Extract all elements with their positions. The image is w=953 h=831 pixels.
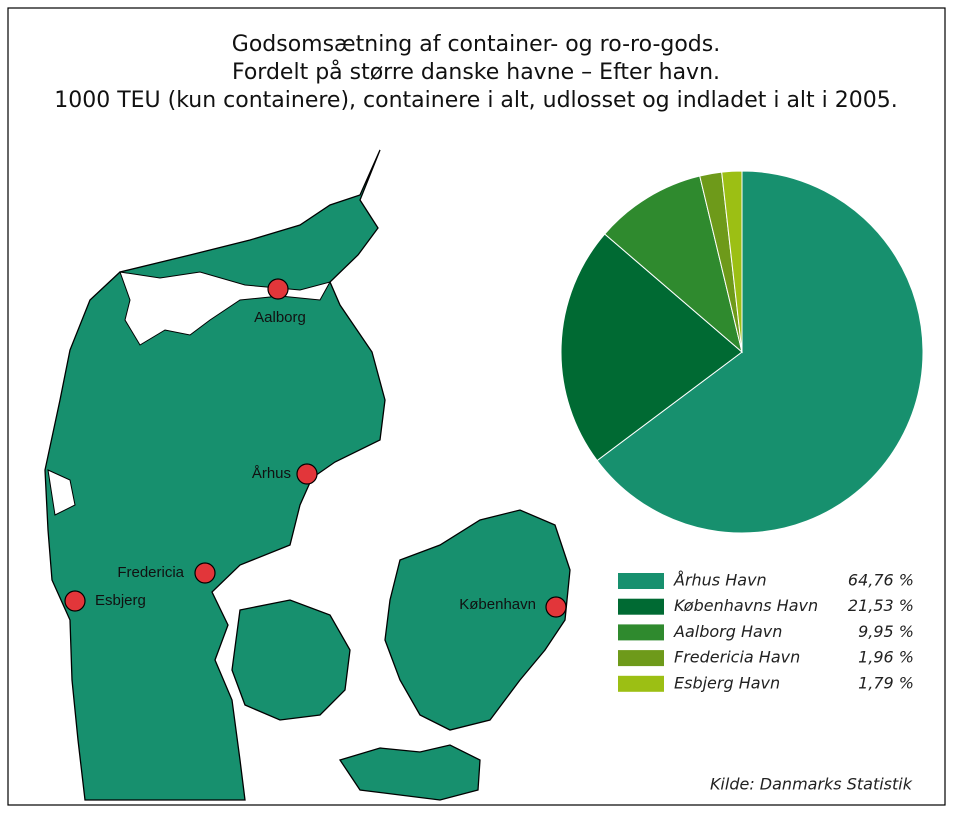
city-label: Aalborg [254,309,306,326]
pie-slice [596,170,924,534]
city-label: Århus [252,465,291,482]
pie-slice [604,175,743,354]
legend-label: Esbjerg Havn [674,673,780,692]
legend-value: 21,53 % [848,596,914,615]
city-label: Fredericia [117,564,184,581]
city-marker [545,596,567,618]
pie-slice [721,170,743,353]
city-marker [64,590,86,612]
legend-swatch [618,675,664,692]
pie-slice [560,233,743,462]
map: Aalborg Århus Fredericia Esbjerg Københa… [44,149,571,801]
lolland-falster [338,744,481,801]
funen [231,599,351,721]
city-marker [194,562,216,584]
legend-label: Københavns Havn [674,596,818,615]
fjord [47,469,76,516]
legend-label: Fredericia Havn [674,648,800,667]
jutland [44,149,386,801]
city-marker [267,278,289,300]
legend-value: 1,96 % [858,648,914,667]
legend-label: Århus Havn [673,571,767,590]
title-line: Godsomsætning af container- og ro-ro-god… [232,32,720,57]
frame [7,7,946,806]
legend-label: Aalborg Havn [673,622,782,641]
city-label: Esbjerg [95,592,146,609]
title-line: Fordelt på større danske havne – Efter h… [232,59,720,85]
legend-swatch [618,598,664,615]
city-label: København [459,596,536,613]
title-line: 1000 TEU (kun containere), containere i … [54,88,898,113]
zealand [384,509,571,731]
legend-value: 64,76 % [848,571,914,590]
legend-value: 9,95 % [858,622,914,641]
legend-swatch [618,573,664,589]
legend-value: 1,79 % [858,673,914,692]
source: Kilde: Danmarks Statistik [710,775,913,794]
legend-swatch [618,624,664,641]
legend-swatch [618,650,664,667]
city-marker [296,463,318,485]
